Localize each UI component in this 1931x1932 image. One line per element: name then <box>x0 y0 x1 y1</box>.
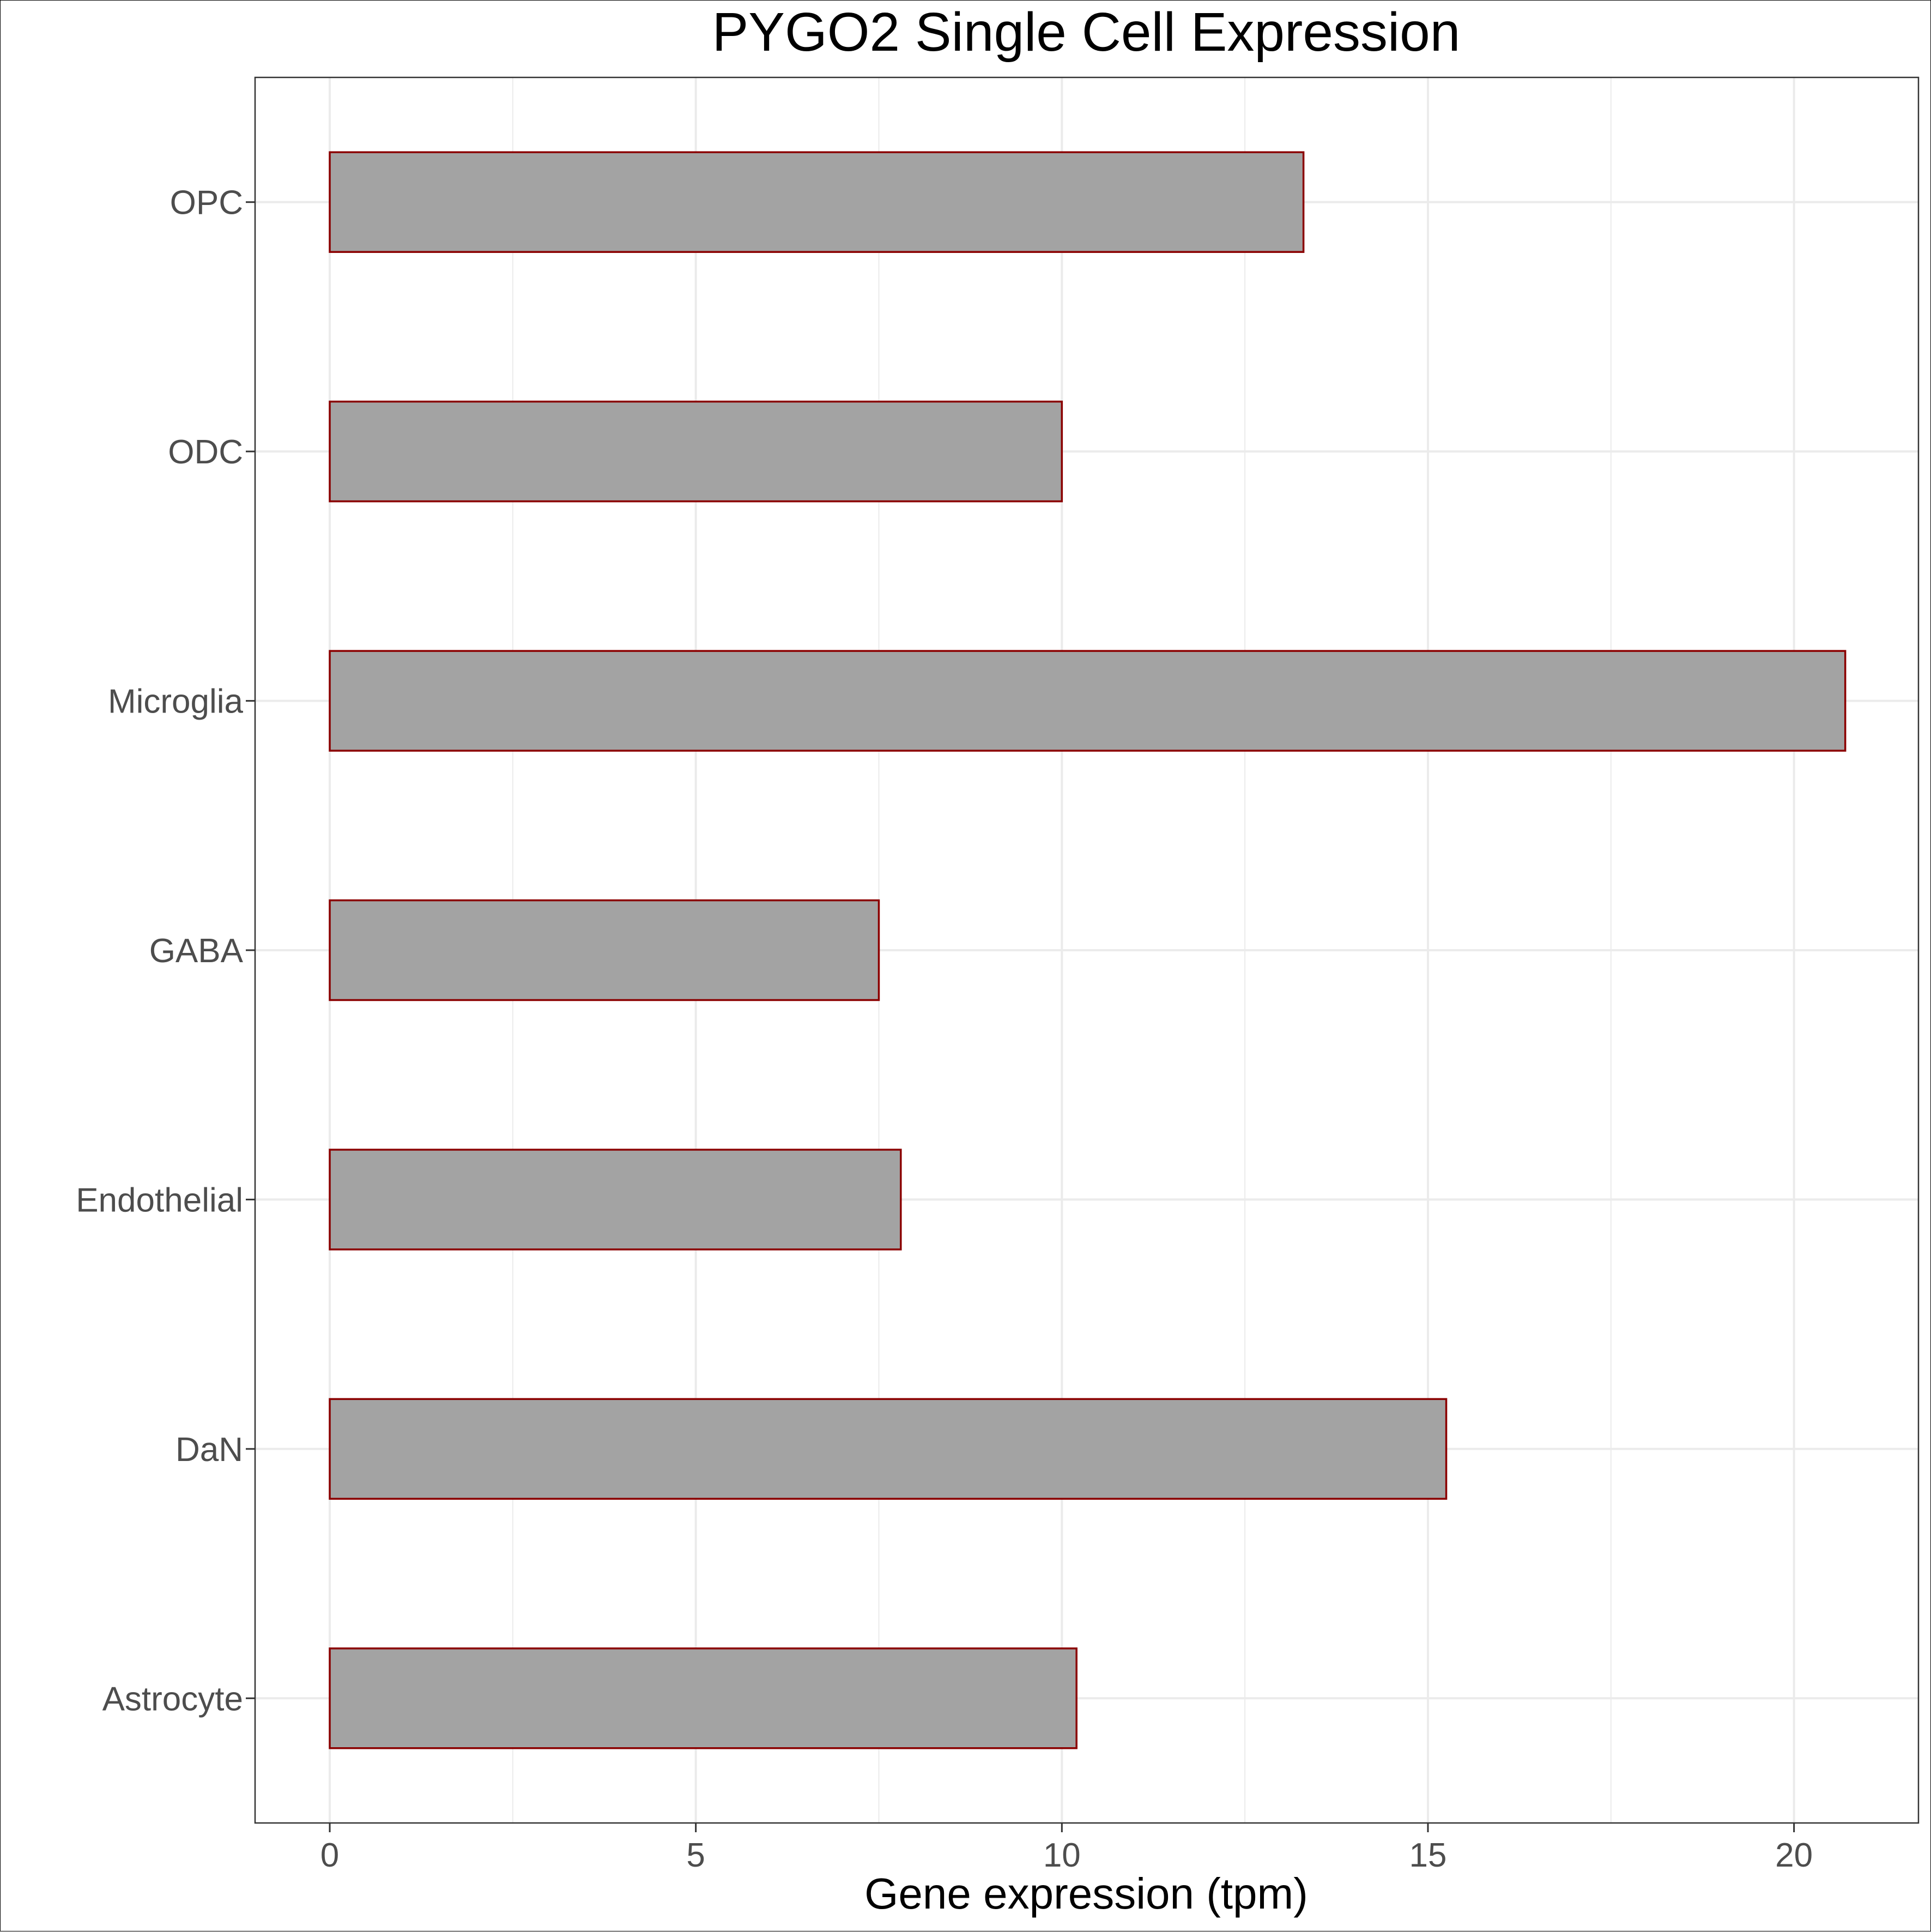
x-tick-label: 0 <box>320 1837 339 1874</box>
bar-opc <box>329 151 1305 253</box>
bar-dan <box>329 1398 1448 1500</box>
y-tick-label: OPC <box>170 184 243 222</box>
y-tick-label: DaN <box>175 1431 243 1469</box>
bar-gaba <box>329 899 880 1001</box>
chart-title: PYGO2 Single Cell Expression <box>712 2 1461 63</box>
y-tick-label: GABA <box>149 932 244 970</box>
x-axis-label: Gene expression (tpm) <box>864 1869 1308 1918</box>
y-tick-label: Endothelial <box>76 1181 243 1219</box>
bar-astrocyte <box>329 1647 1078 1749</box>
bars-layer <box>329 151 1847 1749</box>
bar-endothelial <box>329 1149 902 1251</box>
x-axis-ticks: 0 5 10 15 20 <box>320 1823 1813 1874</box>
bar-odc <box>329 400 1063 503</box>
bar-microglia <box>329 650 1847 752</box>
y-tick-label: Microglia <box>108 683 244 721</box>
y-axis-ticks: Astrocyte DaN Endothelial GABA Microglia ODC O… <box>76 184 255 1718</box>
y-tick-label: ODC <box>168 433 243 471</box>
x-tick-label: 15 <box>1409 1837 1446 1874</box>
x-tick-label: 10 <box>1043 1837 1081 1874</box>
x-tick-label: 20 <box>1775 1837 1813 1874</box>
x-tick-label: 5 <box>686 1837 705 1874</box>
y-tick-label: Astrocyte <box>102 1680 243 1718</box>
